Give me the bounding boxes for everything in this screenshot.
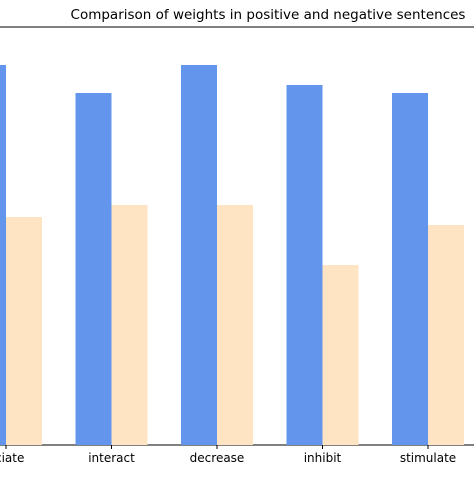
bar-series2-interact	[111, 205, 148, 445]
bar-series2-ociate	[6, 217, 42, 445]
bar-series1-interact	[75, 93, 112, 445]
bar-series1-inhibit	[286, 85, 323, 445]
x-tick-label: ociate	[0, 451, 24, 465]
x-ticks-layer: ociate interact decrease inhibit stimulate	[0, 445, 456, 465]
x-tick-label: decrease	[190, 451, 245, 465]
bar-series1-decrease	[181, 65, 217, 445]
x-tick-label: inhibit	[304, 451, 342, 465]
bar-series2-inhibit	[322, 265, 359, 445]
bar-series1-stimulate	[392, 93, 428, 445]
chart-title: Comparison of weights in positive and ne…	[71, 7, 466, 23]
x-tick-label: interact	[88, 451, 135, 465]
bar-series2-stimulate	[428, 225, 464, 445]
x-tick-label: stimulate	[400, 451, 456, 465]
bars-layer	[0, 65, 464, 445]
bar-series1-ociate	[0, 65, 6, 445]
bar-series2-decrease	[217, 205, 253, 445]
